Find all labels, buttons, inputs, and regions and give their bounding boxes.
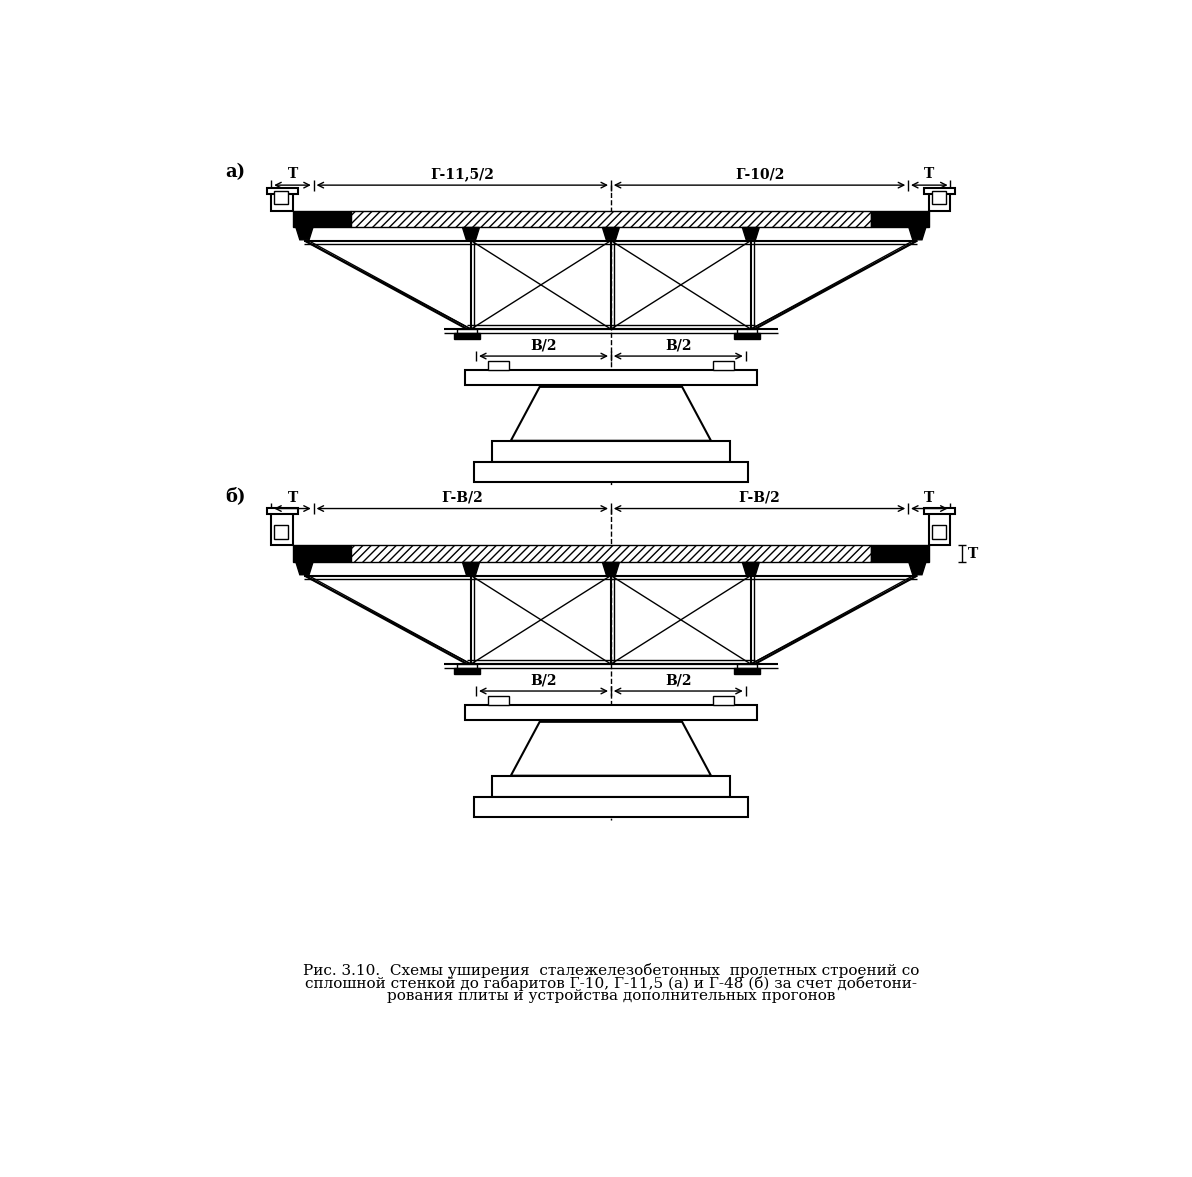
Text: Т: Т: [287, 167, 298, 181]
Text: б): б): [225, 486, 246, 505]
Bar: [474, 797, 747, 817]
Bar: [929, 512, 950, 545]
Text: В/2: В/2: [530, 338, 557, 352]
Bar: [737, 330, 757, 333]
Bar: [293, 211, 350, 227]
Bar: [465, 705, 757, 720]
Bar: [267, 188, 298, 194]
Text: Г-10/2: Г-10/2: [734, 167, 784, 181]
Bar: [454, 333, 480, 339]
Polygon shape: [602, 563, 620, 574]
Bar: [465, 370, 757, 385]
Text: В/2: В/2: [665, 673, 691, 687]
Bar: [474, 463, 747, 481]
Polygon shape: [908, 563, 926, 574]
Text: Т: Т: [287, 491, 298, 505]
Text: Г-В/2: Г-В/2: [739, 491, 781, 505]
Bar: [929, 193, 950, 211]
Text: рования плиты и устройства дополнительных прогонов: рования плиты и устройства дополнительны…: [386, 989, 836, 1003]
Polygon shape: [296, 563, 313, 574]
Bar: [272, 193, 293, 211]
Polygon shape: [462, 227, 479, 240]
Bar: [350, 211, 871, 227]
Bar: [454, 667, 480, 674]
Polygon shape: [908, 227, 926, 240]
Bar: [871, 211, 929, 227]
Bar: [488, 360, 509, 370]
Bar: [737, 664, 757, 667]
Bar: [713, 360, 734, 370]
Bar: [932, 191, 945, 205]
Text: а): а): [225, 164, 246, 181]
Bar: [457, 330, 477, 333]
Text: В/2: В/2: [530, 673, 557, 687]
Polygon shape: [511, 722, 710, 776]
Text: Т: Т: [968, 547, 979, 561]
Bar: [932, 525, 945, 539]
Bar: [924, 188, 955, 194]
Bar: [924, 507, 955, 514]
Bar: [272, 512, 293, 545]
Text: Т: Т: [924, 167, 935, 181]
Bar: [488, 696, 509, 705]
Bar: [267, 507, 298, 514]
Bar: [734, 333, 760, 339]
Bar: [734, 667, 760, 674]
Polygon shape: [602, 227, 620, 240]
Bar: [350, 545, 871, 563]
Bar: [457, 664, 477, 667]
Text: Рис. 3.10.  Схемы уширения  сталежелезобетонных  пролетных строений со: Рис. 3.10. Схемы уширения сталежелезобет…: [303, 963, 919, 978]
Bar: [871, 545, 929, 563]
Bar: [491, 440, 731, 463]
Bar: [274, 191, 288, 205]
Polygon shape: [743, 563, 759, 574]
Bar: [274, 525, 288, 539]
Polygon shape: [511, 387, 710, 440]
Polygon shape: [462, 563, 479, 574]
Polygon shape: [743, 227, 759, 240]
Text: Т: Т: [924, 491, 935, 505]
Polygon shape: [296, 227, 313, 240]
Bar: [713, 696, 734, 705]
Text: Г-В/2: Г-В/2: [441, 491, 483, 505]
Text: В/2: В/2: [665, 338, 691, 352]
Bar: [491, 776, 731, 797]
Text: сплошной стенкой до габаритов Г-10, Г-11,5 (а) и Г-48 (б) за счет добетони-: сплошной стенкой до габаритов Г-10, Г-11…: [305, 976, 917, 991]
Bar: [293, 545, 350, 563]
Text: Г-11,5/2: Г-11,5/2: [430, 167, 495, 181]
